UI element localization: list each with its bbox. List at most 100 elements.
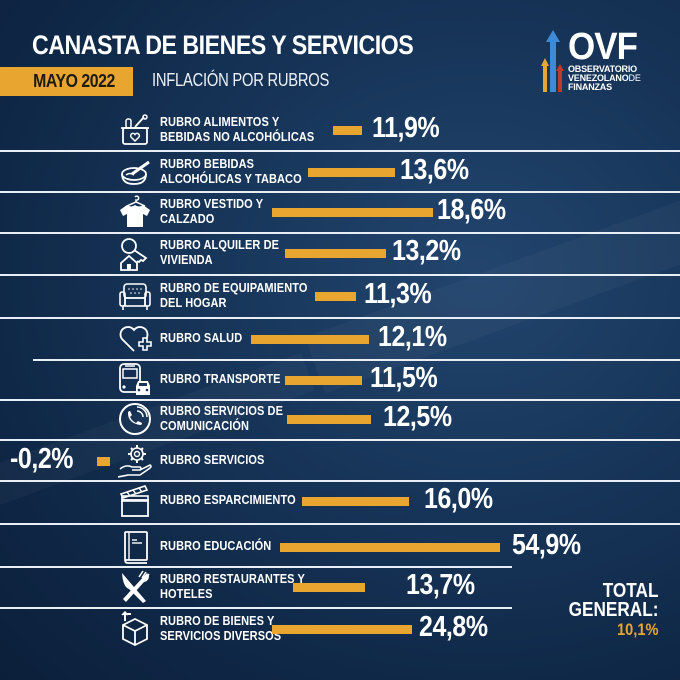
category-label: RUBRO TRANSPORTE bbox=[160, 372, 281, 387]
category-label-line: RUBRO SERVICIOS DE bbox=[160, 404, 284, 418]
category-label: RUBRO VESTIDO Y CALZADO bbox=[160, 197, 263, 227]
total-value: 10,1% bbox=[616, 620, 658, 639]
value-label: 24,8% bbox=[419, 611, 488, 643]
row-divider bbox=[0, 150, 680, 152]
total-label: GENERAL: bbox=[568, 599, 658, 621]
page-subtitle: INFLACIÓN POR RUBROS bbox=[152, 70, 330, 90]
book-icon bbox=[117, 529, 153, 565]
bar bbox=[280, 543, 500, 552]
ovf-logo: OVF OBSERVATORIO VENEZOLANODE FINANZAS bbox=[540, 26, 665, 94]
category-label-line: VIVIENDA bbox=[160, 253, 213, 267]
bar bbox=[315, 292, 356, 301]
category-label-line: RUBRO VESTIDO Y bbox=[160, 197, 264, 211]
logo-fullname: OBSERVATORIO VENEZOLANODE FINANZAS bbox=[568, 65, 641, 92]
category-label: RUBRO DE BIENES Y SERVICIOS DIVERSOS bbox=[160, 614, 281, 644]
category-label: RUBRO SERVICIOS bbox=[160, 453, 264, 468]
category-label-line: RUBRO DE EQUIPAMIENTO bbox=[160, 281, 308, 295]
value-label: 54,9% bbox=[512, 529, 581, 561]
category-label-line: RUBRO SERVICIOS bbox=[160, 453, 265, 467]
category-label: RUBRO SERVICIOS DE COMUNICACIÓN bbox=[160, 404, 283, 434]
bar bbox=[272, 625, 412, 634]
category-label-line: RUBRO TRANSPORTE bbox=[160, 372, 281, 386]
grocery-basket-icon bbox=[117, 112, 153, 148]
logo-word: VENEZOLANO bbox=[568, 73, 629, 83]
row-divider bbox=[0, 607, 512, 609]
page-title: CANASTA DE BIENES Y SERVICIOS bbox=[32, 30, 414, 60]
row-divider bbox=[0, 191, 680, 193]
category-label-line: RUBRO RESTAURANTES Y bbox=[160, 572, 305, 586]
value-label: 13,7% bbox=[406, 569, 475, 601]
package-box-icon bbox=[117, 610, 153, 647]
bar bbox=[285, 249, 386, 258]
value-label: 11,9% bbox=[372, 112, 440, 144]
bus-car-icon bbox=[117, 362, 153, 398]
bar bbox=[302, 497, 409, 506]
category-label: RUBRO ALIMENTOS Y BEBIDAS NO ALCOHÓLICAS bbox=[160, 115, 314, 145]
category-label-line: RUBRO ALQUILER DE bbox=[160, 238, 280, 252]
row-divider bbox=[0, 232, 680, 234]
row-divider bbox=[0, 566, 512, 568]
armchair-icon bbox=[117, 278, 153, 314]
category-label: RUBRO ALQUILER DE VIVIENDA bbox=[160, 238, 279, 268]
knife-fork-icon bbox=[117, 569, 153, 605]
category-label-line: DEL HOGAR bbox=[160, 296, 227, 310]
heart-plus-icon bbox=[117, 321, 153, 357]
logo-word: DE bbox=[628, 73, 641, 83]
value-label: -0,2% bbox=[10, 443, 74, 475]
bar bbox=[293, 583, 365, 592]
ashtray-icon bbox=[117, 154, 153, 190]
bar bbox=[251, 335, 369, 344]
value-label: 11,5% bbox=[370, 362, 438, 394]
bar bbox=[285, 376, 362, 385]
category-label-line: CALZADO bbox=[160, 212, 215, 226]
value-label: 12,5% bbox=[383, 401, 452, 433]
category-label: RUBRO RESTAURANTES Y HOTELES bbox=[160, 572, 305, 602]
date-badge: MAYO 2022 bbox=[0, 67, 133, 96]
row-divider bbox=[0, 317, 680, 319]
row-divider bbox=[0, 480, 680, 482]
rising-arrows-icon bbox=[541, 30, 564, 92]
row-divider bbox=[0, 439, 680, 441]
total-general: TOTAL GENERAL: 10,1% bbox=[568, 580, 658, 639]
row-divider bbox=[0, 399, 680, 401]
category-label-line: RUBRO EDUCACIÓN bbox=[160, 539, 272, 553]
shirt-hanger-icon bbox=[117, 194, 153, 230]
category-label-line: RUBRO ESPARCIMIENTO bbox=[160, 493, 296, 507]
category-label: RUBRO EDUCACIÓN bbox=[160, 539, 271, 554]
gear-hand-icon bbox=[117, 443, 154, 479]
bar bbox=[308, 168, 395, 177]
category-label: RUBRO ESPARCIMIENTO bbox=[160, 493, 296, 508]
logo-line: FINANZAS bbox=[568, 82, 612, 92]
bar bbox=[287, 415, 371, 424]
row-divider bbox=[0, 274, 680, 276]
category-label: RUBRO BEBIDAS ALCOHÓLICAS Y TABACO bbox=[160, 157, 302, 187]
bar bbox=[333, 126, 362, 135]
clapperboard-icon bbox=[117, 483, 153, 519]
value-label: 13,6% bbox=[400, 154, 469, 186]
category-label-line: BEBIDAS NO ALCOHÓLICAS bbox=[160, 130, 315, 144]
bar bbox=[272, 208, 433, 217]
date-text: MAYO 2022 bbox=[33, 71, 115, 91]
category-label-line: RUBRO ALIMENTOS Y bbox=[160, 115, 280, 129]
value-label: 12,1% bbox=[378, 321, 447, 353]
category-label-line: ALCOHÓLICAS Y TABACO bbox=[160, 172, 302, 186]
value-label: 11,3% bbox=[364, 278, 432, 310]
phone-call-icon bbox=[117, 401, 153, 437]
category-label-line: HOTELES bbox=[160, 587, 213, 601]
bar bbox=[97, 457, 110, 466]
category-label-line: SERVICIOS DIVERSOS bbox=[160, 629, 282, 643]
house-key-icon bbox=[117, 235, 153, 271]
category-label: RUBRO DE EQUIPAMIENTO DEL HOGAR bbox=[160, 281, 308, 311]
logo-line: VENEZOLANODE bbox=[568, 74, 641, 83]
logo-acronym: OVF bbox=[568, 26, 638, 68]
category-label: RUBRO SALUD bbox=[160, 331, 242, 346]
value-label: 18,6% bbox=[437, 194, 506, 226]
category-label-line: RUBRO DE BIENES Y bbox=[160, 614, 275, 628]
category-label-line: RUBRO SALUD bbox=[160, 331, 243, 345]
value-label: 16,0% bbox=[424, 483, 493, 515]
total-label: TOTAL bbox=[602, 580, 658, 602]
row-divider bbox=[33, 359, 680, 361]
value-label: 13,2% bbox=[392, 235, 461, 267]
category-label-line: COMUNICACIÓN bbox=[160, 419, 250, 433]
logo-line: OBSERVATORIO bbox=[568, 64, 637, 74]
